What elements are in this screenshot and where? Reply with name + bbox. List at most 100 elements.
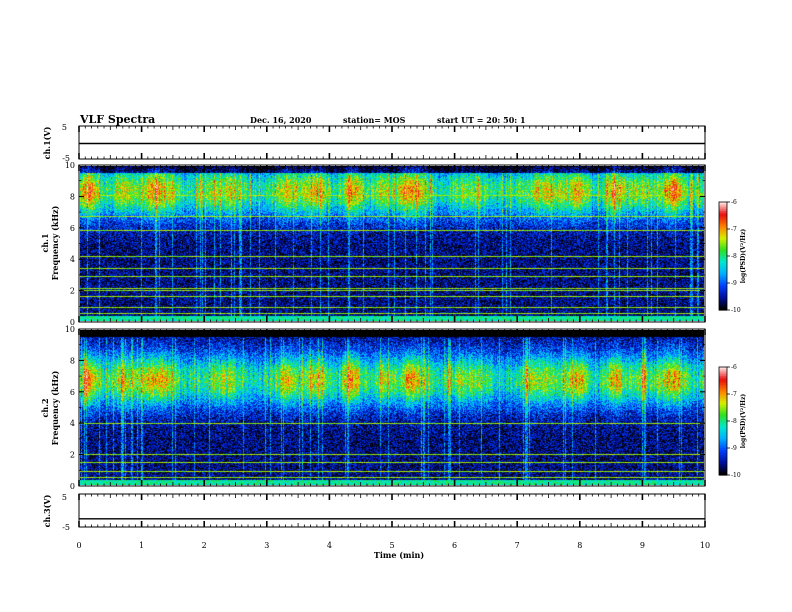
colorbar-swatch <box>719 234 727 237</box>
ch2-colorbar: -6 -7 -8 -9 -10 log(PSD)(V²/Hz) <box>718 364 747 479</box>
ch2-spectrogram-panel: ch.2 Frequency (kHz) 0 2 4 6 8 10 <box>40 325 706 491</box>
ch1-spectrogram-panel: ch.1 Frequency (kHz) 0 2 4 6 8 10 <box>40 161 706 327</box>
colorbar-swatch <box>719 440 727 444</box>
colorbar-swatch <box>719 415 727 418</box>
colorbar-swatch <box>719 406 727 409</box>
figure-title: VLF Spectra <box>79 113 155 126</box>
x-axis-tick-labels: 0 1 2 3 4 5 6 7 8 9 10 <box>76 541 710 550</box>
colorbar-swatch <box>719 308 727 311</box>
colorbar-swatch <box>719 203 727 207</box>
colorbar-swatch <box>719 209 727 212</box>
ch1-colorbar: -6 -7 -8 -9 -10 log(PSD)(V²/Hz) <box>718 199 747 314</box>
y-tick-label: 4 <box>70 419 75 428</box>
colorbar-swatch <box>719 221 727 225</box>
x-tick-label: 7 <box>515 541 520 550</box>
colorbar-swatch <box>719 211 727 214</box>
colorbar-swatch <box>719 421 727 424</box>
colorbar-swatch <box>719 277 727 280</box>
colorbar-swatch <box>719 424 727 427</box>
y-tick-label: 0 <box>70 318 75 327</box>
colorbar-swatch <box>719 403 727 406</box>
colorbar-swatch <box>719 453 727 456</box>
colorbar-swatch <box>719 299 727 302</box>
colorbar-swatch <box>719 394 727 397</box>
colorbar-swatch <box>719 265 727 268</box>
colorbar-swatch <box>719 304 727 307</box>
colorbar-swatch <box>719 412 727 415</box>
colorbar-swatch <box>719 268 727 271</box>
colorbar-swatch <box>719 370 727 373</box>
x-tick-label: 1 <box>139 541 144 550</box>
colorbar-swatch <box>719 241 727 244</box>
colorbar-swatch <box>719 392 727 395</box>
colorbar-swatch <box>719 214 727 217</box>
colorbar-swatch <box>719 466 727 469</box>
colorbar-swatch <box>719 286 727 289</box>
colorbar-swatch <box>719 205 727 208</box>
colorbar-swatch <box>719 446 727 449</box>
colorbar-swatch <box>719 464 727 467</box>
colorbar-swatch <box>719 437 727 440</box>
colorbar-swatch <box>719 274 727 277</box>
colorbar-swatch <box>719 266 727 270</box>
colorbar-swatch <box>719 256 727 259</box>
colorbar-swatch <box>719 417 727 420</box>
colorbar-swatch <box>719 207 727 210</box>
colorbar-swatch <box>719 283 727 286</box>
ch1-spectrogram-ylabel: ch.1 <box>40 233 50 252</box>
station-label: station= MOS <box>343 115 406 125</box>
colorbar-swatch <box>719 374 727 377</box>
y-tick-label: 6 <box>70 388 75 397</box>
colorbar-swatch <box>719 435 727 438</box>
colorbar-swatch <box>719 379 727 382</box>
colorbar-swatch <box>719 442 727 445</box>
colorbar-swatch <box>719 261 727 264</box>
colorbar-swatch <box>719 385 727 388</box>
colorbar-swatch <box>719 390 727 393</box>
colorbar-swatch <box>719 306 727 309</box>
x-tick-label: 9 <box>640 541 645 550</box>
colorbar-swatch <box>719 399 727 402</box>
colorbar-swatch <box>719 297 727 300</box>
x-axis-label: Time (min) <box>374 550 424 560</box>
colorbar-swatch <box>719 473 727 476</box>
colorbar-swatch <box>719 404 727 408</box>
colorbar-swatch <box>719 288 727 291</box>
colorbar-label: log(PSD)(V²/Hz) <box>740 229 747 284</box>
colorbar-swatch <box>719 388 727 391</box>
ch3-ytick-top: 5 <box>62 493 67 502</box>
colorbar-swatch <box>719 462 727 465</box>
colorbar-swatch <box>719 202 727 205</box>
x-tick-label: 10 <box>700 541 710 550</box>
colorbar-swatch <box>719 439 727 442</box>
colorbar-swatch <box>719 252 727 255</box>
x-tick-label: 0 <box>76 541 81 550</box>
colorbar-tick-label: -7 <box>731 226 737 233</box>
colorbar-swatch <box>719 247 727 250</box>
ch1-frequency-ylabel: Frequency (kHz) <box>50 205 60 280</box>
y-tick-label: 8 <box>70 192 75 201</box>
colorbar-tick-label: -6 <box>731 199 737 206</box>
colorbar-swatch <box>719 460 727 463</box>
colorbar-swatch <box>719 229 727 232</box>
colorbar-swatch <box>719 254 727 257</box>
colorbar-swatch <box>719 368 727 372</box>
x-tick-label: 8 <box>577 541 582 550</box>
colorbar-swatch <box>719 236 727 239</box>
colorbar-swatch <box>719 259 727 262</box>
colorbar-tick-label: -10 <box>731 307 741 314</box>
x-tick-label: 4 <box>327 541 332 550</box>
colorbar-swatch <box>719 232 727 235</box>
ch2-spectrogram-ylabel: ch.2 <box>40 398 50 417</box>
colorbar-swatch <box>719 457 727 460</box>
colorbar-swatch <box>719 386 727 390</box>
colorbar-swatch <box>719 238 727 241</box>
colorbar-swatch <box>719 223 727 226</box>
colorbar-swatch <box>719 444 727 447</box>
colorbar-swatch <box>719 292 727 295</box>
colorbar-swatch <box>719 377 727 381</box>
colorbar-tick-label: -6 <box>731 364 737 371</box>
colorbar-tick-label: -10 <box>731 472 741 479</box>
colorbar-swatch <box>719 448 727 451</box>
